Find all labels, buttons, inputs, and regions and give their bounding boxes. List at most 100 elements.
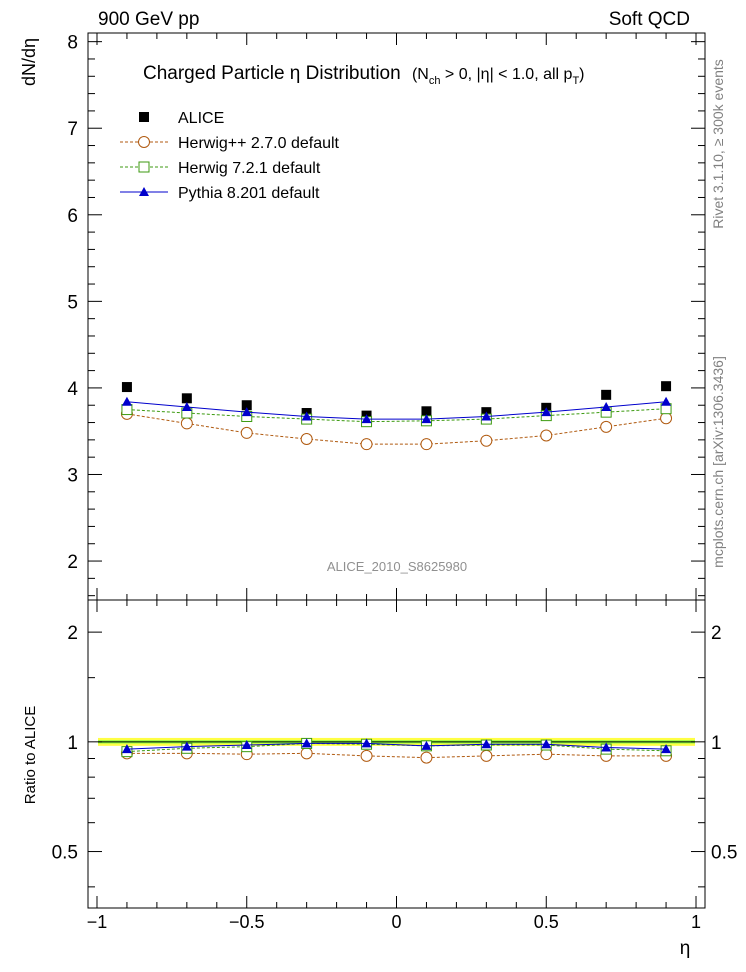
ratio-pythia-point — [541, 739, 552, 749]
top-y-tick-label: 4 — [67, 379, 78, 400]
top-y-tick-label: 8 — [67, 33, 78, 54]
top-alice-series — [121, 381, 672, 421]
legend-marker-herwig7 — [138, 161, 150, 173]
top-herwigpp-point — [240, 426, 253, 439]
top-y-axis-label: dN/dη — [19, 38, 39, 86]
bottom-y-axis-label: Ratio to ALICE — [22, 706, 39, 804]
top-y-tick-label: 7 — [67, 119, 78, 140]
top-alice-point — [421, 406, 432, 417]
title-cond-sub2: T — [572, 75, 579, 87]
top-pythia-point — [481, 411, 492, 421]
x-tick-label: 0.5 — [534, 912, 559, 932]
bottom-plot-frame — [87, 599, 706, 909]
title-cond-mid: > 0, |η| < 1.0, all p — [440, 66, 572, 83]
ratio-pythia-series — [121, 738, 672, 754]
legend-marker-pythia — [139, 187, 149, 196]
top-y-tick-label: 5 — [67, 292, 78, 313]
legend-item-alice: ALICE — [139, 110, 224, 127]
top-pythia-series — [121, 396, 672, 424]
top-herwigpp-line — [126, 413, 667, 445]
ratio-herwigpp-point — [300, 747, 313, 760]
top-alice-point — [241, 400, 252, 411]
top-alice-point — [601, 389, 612, 400]
analysis-id: ALICE_2010_S8625980 — [327, 559, 467, 574]
top-pythia-point — [541, 407, 552, 417]
legend-item-herwig7: Herwig 7.2.1 default — [120, 160, 321, 177]
top-herwigpp-point — [480, 434, 493, 447]
top-herwig-line — [126, 408, 667, 423]
top-pythia-point — [241, 407, 252, 417]
title-cond-open: (N — [412, 66, 429, 83]
top-pythia-point — [181, 401, 192, 411]
legend-item-pythia: Pythia 8.201 default — [120, 185, 320, 202]
legend-label-pythia: Pythia 8.201 default — [178, 185, 320, 202]
plot-layer: −1 −0.5 0 0.5 1 2 3 4 5 6 7 8 0.5 0.5 1 1 2 2 — [52, 32, 737, 932]
ratio-pythia-line — [126, 742, 667, 750]
top-alice-point — [181, 393, 192, 404]
x-tick-label: −1 — [87, 912, 108, 932]
header-collision-label: 900 GeV pp — [98, 9, 199, 30]
legend-label-herwig7: Herwig 7.2.1 default — [178, 160, 321, 177]
top-pythia-line — [126, 401, 667, 420]
top-y-tick-label: 2 — [67, 552, 78, 573]
top-herwigpp-point — [360, 438, 373, 451]
bottom-y-tick-label-right: 0.5 — [711, 843, 737, 864]
header-process-label: Soft QCD — [609, 9, 690, 30]
top-alice-point — [661, 381, 672, 392]
bottom-y-tick-label-left: 2 — [67, 623, 78, 644]
ratio-pythia-point — [361, 738, 372, 748]
ratio-pythia-point — [421, 740, 432, 750]
bottom-y-tick-label-right: 1 — [711, 733, 722, 754]
bottom-y-tick-label-left: 0.5 — [52, 843, 78, 864]
title-cond-close: ) — [579, 66, 584, 83]
legend: ALICE Herwig++ 2.7.0 default Herwig 7.2.… — [120, 110, 340, 202]
top-herwig-point — [121, 404, 133, 416]
ratio-pythia-point — [601, 742, 612, 752]
top-herwig-series — [121, 403, 672, 428]
top-y-tick-label: 6 — [67, 206, 78, 227]
title-main: Charged Particle η Distribution — [143, 63, 401, 84]
x-tick-label: −0.5 — [229, 912, 265, 932]
ratio-herwigpp-point — [480, 749, 493, 762]
legend-item-herwigpp: Herwig++ 2.7.0 default — [120, 135, 340, 152]
top-y-tick-label: 3 — [67, 465, 78, 486]
top-herwigpp-point — [300, 432, 313, 445]
legend-label-alice: ALICE — [178, 110, 224, 127]
top-herwigpp-point — [180, 417, 193, 430]
mcplots-label: mcplots.cern.ch [arXiv:1306.3436] — [710, 356, 726, 568]
top-herwigpp-point — [420, 438, 433, 451]
ratio-herwigpp-point — [420, 751, 433, 764]
rivet-label: Rivet 3.1.10, ≥ 300k events — [710, 59, 726, 229]
ratio-pythia-point — [181, 741, 192, 751]
top-pythia-point — [661, 396, 672, 406]
chart-title: Charged Particle η Distribution (Nch > 0… — [143, 63, 585, 87]
x-tick-label: 1 — [691, 912, 701, 932]
top-pythia-point — [301, 411, 312, 421]
x-axis-label: η — [680, 938, 691, 959]
legend-marker-herwigpp — [138, 136, 150, 148]
ratio-herwigpp-line — [126, 752, 667, 759]
top-pythia-point — [421, 414, 432, 424]
top-alice-point — [121, 382, 132, 393]
top-pythia-point — [361, 414, 372, 424]
ratio-herwigpp-point — [360, 749, 373, 762]
bottom-y-tick-label-right: 2 — [711, 623, 722, 644]
ratio-pythia-point — [301, 738, 312, 748]
ratio-pythia-point — [121, 744, 132, 754]
legend-marker-alice — [139, 112, 149, 122]
x-tick-label: 0 — [391, 912, 401, 932]
ratio-pythia-point — [241, 740, 252, 750]
top-herwigpp-point — [600, 420, 613, 433]
title-cond-sub1: ch — [429, 75, 441, 87]
top-pythia-point — [601, 401, 612, 411]
top-herwigpp-series — [120, 407, 673, 451]
legend-label-herwigpp: Herwig++ 2.7.0 default — [178, 135, 340, 152]
bottom-y-tick-label-left: 1 — [67, 733, 78, 754]
top-pythia-point — [121, 396, 132, 406]
top-herwigpp-point — [660, 412, 673, 425]
top-herwigpp-point — [540, 429, 553, 442]
ratio-pythia-point — [661, 744, 672, 754]
ratio-herwigpp-series — [120, 747, 673, 764]
ratio-pythia-point — [481, 739, 492, 749]
